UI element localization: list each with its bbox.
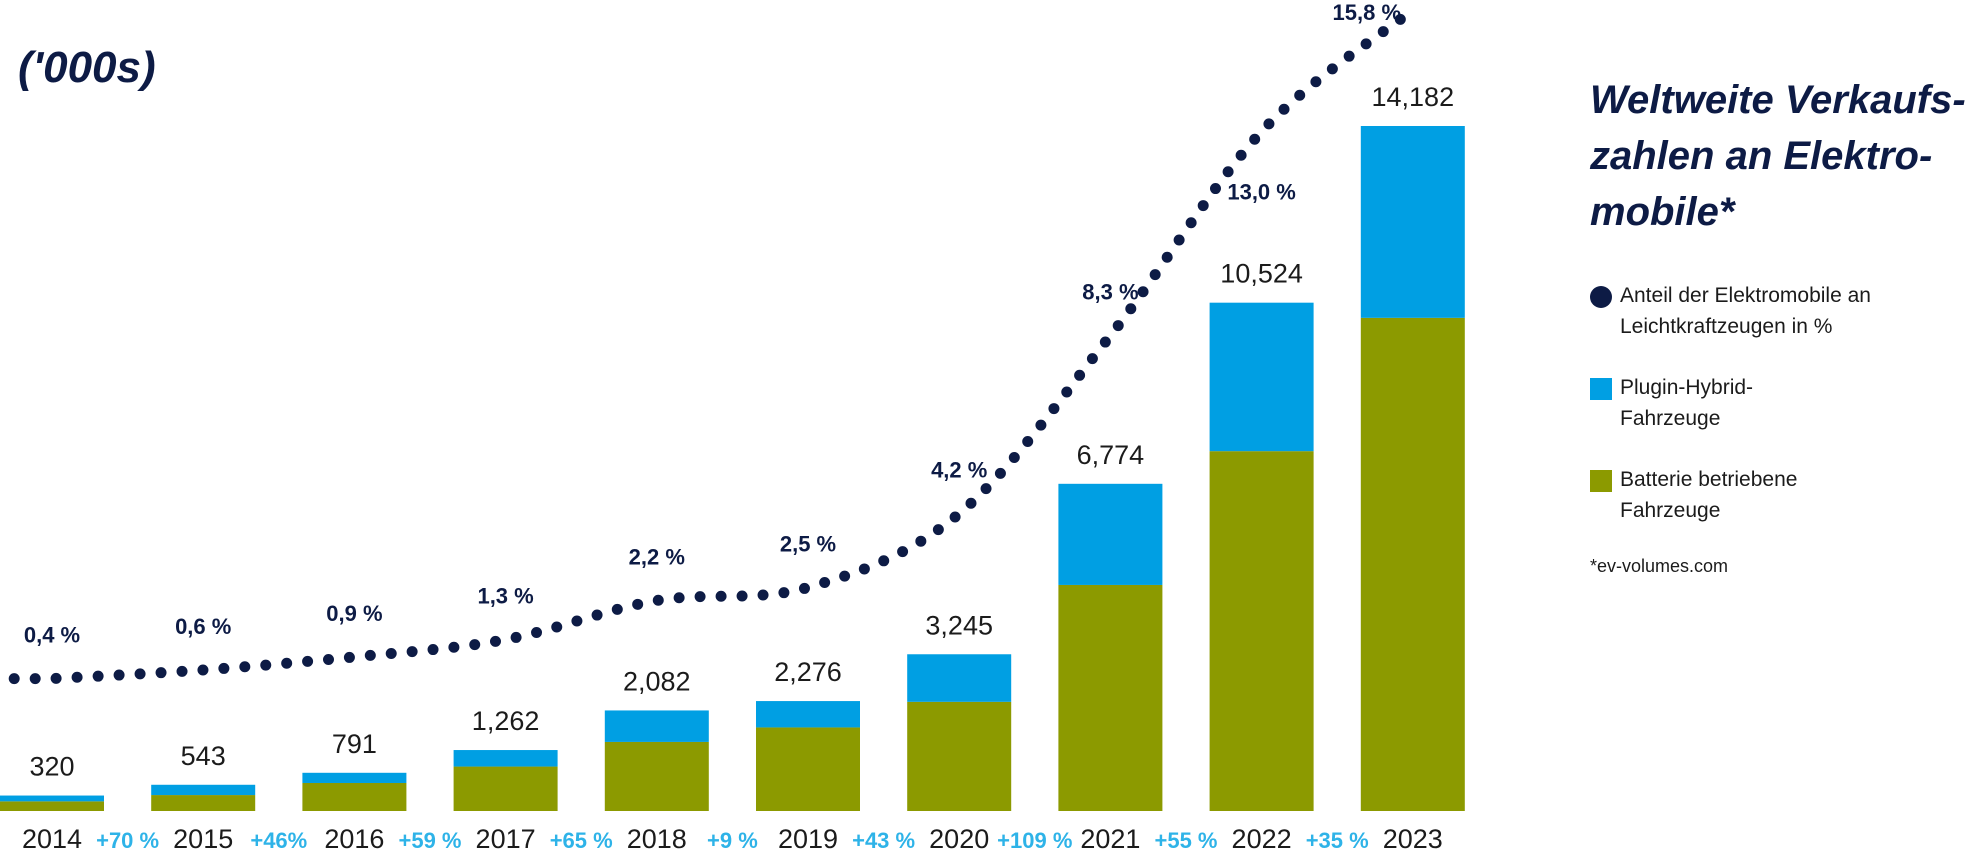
growth-label-5: +9 % [707,828,758,851]
bar-phev-2019 [756,701,860,728]
year-label-2015: 2015 [173,824,233,851]
total-label-2020: 3,245 [925,610,993,640]
bar-phev-2020 [907,654,1012,702]
bar-bev-2022 [1209,451,1314,811]
growth-label-2: +46% [250,828,307,851]
ev-sales-chart: ('000s) 320 2014 543 2015 791 2016 1,262 2017 2,… [0,0,1465,851]
total-label-2021: 6,774 [1077,440,1145,470]
bar-phev-2014 [0,795,104,802]
bar-phev-2016 [302,772,407,783]
share-label-2015: 0,6 % [175,614,231,639]
legend-item-bev: Batterie betriebene Fahrzeuge [1590,464,1970,526]
share-line [0,4,1419,685]
share-label-2018: 2,2 % [629,544,685,569]
growth-label-7: +109 % [997,828,1072,851]
year-label-2019: 2019 [778,824,838,851]
bars-group [0,126,1465,811]
total-label-2014: 320 [29,752,74,782]
legend-phev-line-1: Plugin-Hybrid- [1620,376,1754,399]
side-panel: Weltweite Verkaufs- zahlen an Elektro- m… [1590,72,1970,577]
year-label-2022: 2022 [1232,824,1292,851]
source-note: *ev-volumes.com [1590,556,1729,576]
year-label-2018: 2018 [627,824,687,851]
year-label-2023: 2023 [1383,824,1443,851]
share-label-2016: 0,9 % [326,601,382,626]
legend-item-share: Anteil der Elektromobile an Leichtkraftz… [1590,280,1970,342]
title-line-3: mobile* [1590,190,1735,234]
bar-bev-2019 [756,727,860,811]
growth-label-8: +55 % [1155,828,1218,851]
bar-bev-2020 [907,701,1012,811]
bar-bev-2017 [453,766,558,811]
bar-phev-2017 [453,750,558,767]
legend-share-line-1: Anteil der Elektromobile an [1620,284,1871,307]
legend-phev-swatch-icon [1590,378,1612,400]
year-label-2016: 2016 [324,824,384,851]
total-label-2023: 14,182 [1372,82,1455,112]
total-label-2018: 2,082 [623,666,691,696]
share-label-2014: 0,4 % [24,623,80,648]
share-label-2017: 1,3 % [477,584,533,609]
bar-phev-2018 [604,710,709,742]
total-label-2017: 1,262 [472,706,540,736]
bar-phev-2021 [1058,483,1163,585]
year-label-2021: 2021 [1080,824,1140,851]
title-line-2: zahlen an Elektro- [1590,134,1933,178]
growth-label-3: +59 % [399,828,462,851]
legend-item-phev: Plugin-Hybrid- Fahrzeuge [1590,372,1970,434]
share-label-2020: 4,2 % [931,458,987,483]
bar-bev-2016 [302,782,407,811]
year-label-2020: 2020 [929,824,989,851]
bar-phev-2022 [1209,302,1314,452]
share-label-2021: 8,3 % [1082,280,1138,305]
share-label-2019: 2,5 % [780,531,836,556]
growth-label-1: +70 % [96,828,159,851]
legend-bev-line-2: Fahrzeuge [1620,499,1721,522]
legend-share-line-2: Leichtkraftzeugen in % [1620,315,1833,338]
title-line-1: Weltweite Verkaufs- [1590,78,1966,122]
bar-bev-2021 [1058,584,1163,811]
legend-phev-line-2: Fahrzeuge [1620,407,1721,430]
legend-bev-line-1: Batterie betriebene [1620,468,1798,491]
growth-label-6: +43 % [852,828,915,851]
bar-bev-2018 [604,741,709,811]
total-label-2022: 10,524 [1220,259,1303,289]
total-label-2015: 543 [181,741,226,771]
bar-phev-2023 [1360,126,1465,318]
bar-phev-2015 [151,784,256,796]
share-label-2022: 13,0 % [1227,180,1296,205]
share-line-dots [0,4,1419,685]
year-label-2014: 2014 [22,824,82,851]
growth-label-9: +35 % [1306,828,1369,851]
labels-group: 320 2014 543 2015 791 2016 1,262 2017 2,082 2018 2… [22,0,1454,851]
legend-dot-icon [1590,286,1612,308]
total-label-2016: 791 [332,729,377,759]
share-label-2023: 15,8 % [1333,0,1402,25]
chart-title: Weltweite Verkaufs- zahlen an Elektro- m… [1590,72,1970,240]
unit-label: ('000s) [18,43,156,92]
growth-label-4: +65 % [550,828,613,851]
legend-bev-swatch-icon [1590,470,1612,492]
bar-bev-2015 [151,795,256,811]
total-label-2019: 2,276 [774,657,842,687]
bar-bev-2023 [1360,317,1465,811]
bar-bev-2014 [0,801,104,811]
year-label-2017: 2017 [476,824,536,851]
